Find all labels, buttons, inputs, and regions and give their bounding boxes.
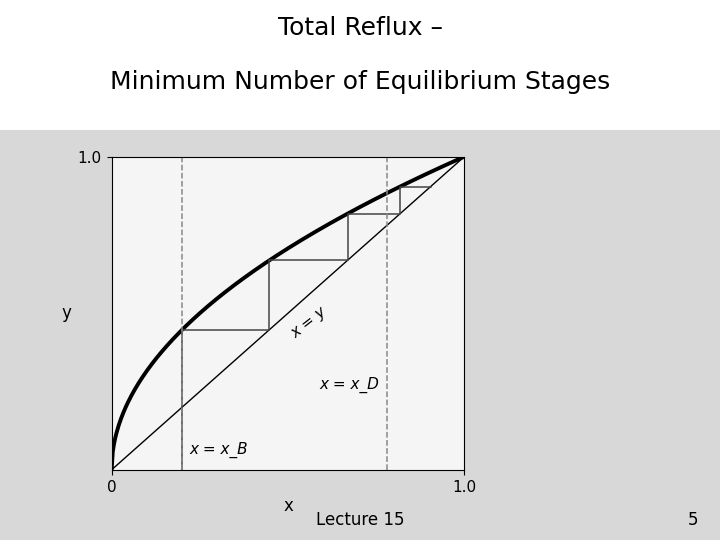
X-axis label: x: x bbox=[283, 497, 293, 515]
Text: Minimum Number of Equilibrium Stages: Minimum Number of Equilibrium Stages bbox=[110, 70, 610, 94]
Text: x = y: x = y bbox=[288, 305, 329, 341]
Text: Total Reflux –: Total Reflux – bbox=[277, 16, 443, 40]
Text: x = x_D: x = x_D bbox=[320, 376, 379, 393]
Text: Lecture 15: Lecture 15 bbox=[316, 511, 404, 529]
Text: x = x_B: x = x_B bbox=[189, 442, 248, 458]
Y-axis label: y: y bbox=[62, 304, 71, 322]
Text: 5: 5 bbox=[688, 511, 698, 529]
